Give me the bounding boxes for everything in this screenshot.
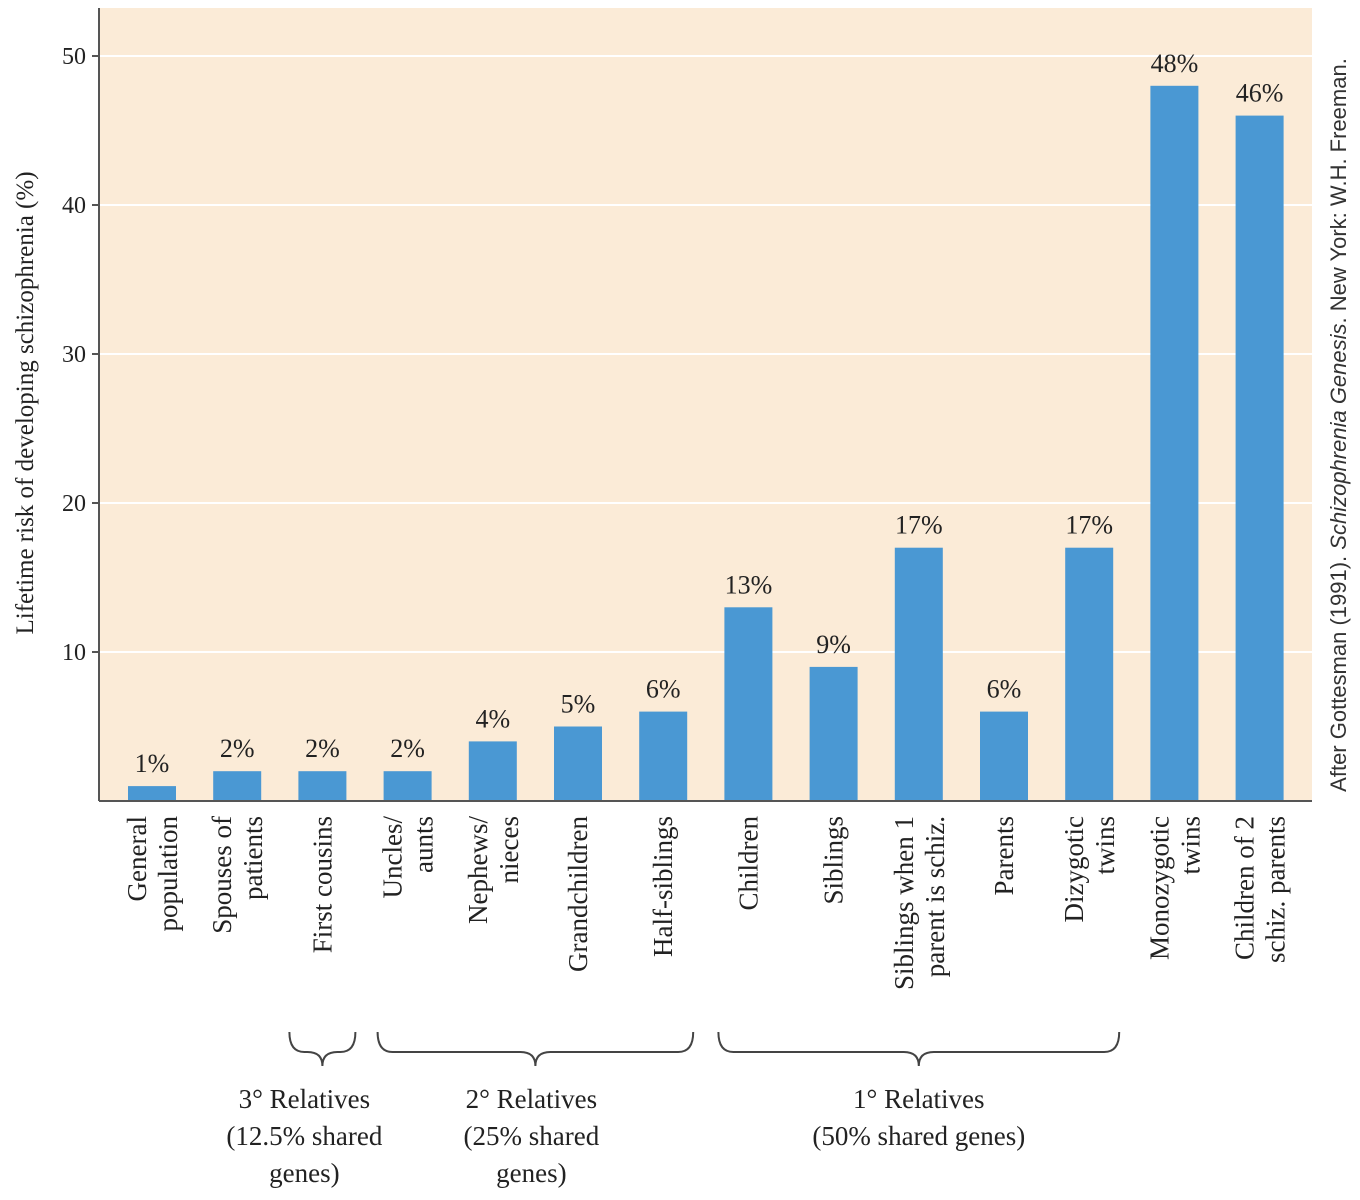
category-labels: Generalpopulation Spouses ofpatients First… [122,816,1291,991]
bar-value-label: 17% [1065,511,1113,540]
category-label: Monozygotictwins [1144,816,1205,960]
bar [554,726,602,801]
category-label-line: General [122,816,152,901]
bar-value-label: 6% [646,675,681,704]
bar [468,741,517,801]
group-label: 1° Relatives (50% shared genes) [812,1084,1025,1151]
category-label-line: schiz. parents [1261,816,1291,963]
bar-value-label: 46% [1236,79,1284,108]
y-tick-label: 30 [62,342,86,368]
bars [128,85,1284,802]
y-axis-title: Lifetime risk of developing schizophreni… [12,171,39,634]
category-label-line: Children [733,816,763,911]
category-label-line: Dizygotic [1059,816,1089,922]
bar [383,771,432,801]
group-brace [717,1031,1121,1067]
group-label: 2° Relatives (25% shared genes) [464,1084,600,1188]
category-label-line: First cousins [307,816,337,953]
bar [1150,85,1199,802]
group-label-line: 3° Relatives [239,1084,371,1114]
group-label-line: genes) [269,1158,339,1188]
bar-value-label: 2% [305,734,340,763]
bar [809,666,858,801]
group-label: 3° Relatives (12.5% shared genes) [226,1084,382,1188]
bar-value-label: 6% [987,675,1022,704]
bar-value-label: 48% [1151,49,1199,78]
y-tick-label: 20 [62,491,86,517]
source-suffix: . New York: W.H. Freeman. [1326,58,1351,323]
axes [92,8,1312,802]
category-label: Uncles/aunts [378,816,439,899]
bar [1235,115,1284,802]
category-label-line: twins [1175,816,1205,875]
category-label-line: parent is schiz. [920,816,950,977]
category-label: Siblings when 1parent is schiz. [889,816,950,990]
bar [980,711,1028,801]
bar-value-label: 13% [725,570,773,599]
category-label: Grandchildren [563,816,593,972]
bar [724,607,773,801]
category-label: Children of 2schiz. parents [1230,816,1291,963]
bar [213,771,262,801]
category-label-line: nieces [494,816,524,883]
source-citation: After Gottesman (1991). Schizophrenia Ge… [1326,58,1351,792]
relative-groups: 3° Relatives (12.5% shared genes)2° Relati… [226,1031,1121,1188]
category-label: Spouses ofpatients [207,816,268,934]
group-label-line: (25% shared [464,1121,600,1151]
bar [128,786,176,801]
group-label-line: (12.5% shared [226,1121,382,1151]
bar-value-label: 5% [561,690,596,719]
category-label-line: twins [1090,816,1120,875]
y-tick-label: 40 [62,193,86,219]
category-label: Dizygotictwins [1059,816,1120,922]
category-label: Siblings [819,816,849,905]
category-label-line: Children of 2 [1230,816,1260,960]
category-label: First cousins [307,816,337,953]
category-label-line: Uncles/ [378,816,408,899]
plot-background [99,8,1312,801]
y-tick-label: 50 [62,44,86,70]
group-label-line: (50% shared genes) [812,1121,1025,1151]
category-label: Generalpopulation [122,816,183,932]
category-label-line: Spouses of [207,816,237,934]
category-label-line: Nephews/ [463,816,493,924]
category-label-line: population [153,816,183,932]
source-prefix: After Gottesman (1991). [1326,550,1351,792]
bar [298,771,347,801]
category-label-line: Grandchildren [563,816,593,972]
category-label-line: Monozygotic [1144,816,1174,960]
source-title: Schizophrenia Genesis [1326,323,1351,549]
group-brace [288,1031,357,1067]
group-brace [376,1031,695,1067]
category-label-line: aunts [409,816,439,873]
bar-value-label: 9% [816,630,851,659]
bar [639,711,688,801]
bar-value-label: 2% [220,734,255,763]
category-label: Parents [989,816,1019,895]
bar-value-label: 1% [135,749,170,778]
bar [894,547,943,801]
category-label-line: patients [238,816,268,900]
category-label: Children [733,816,763,911]
category-label-line: Half-siblings [648,816,678,957]
category-label-line: Siblings [819,816,849,905]
bar-value-label: 2% [390,734,425,763]
group-label-line: 1° Relatives [853,1084,985,1114]
bar [1065,547,1114,801]
category-label: Half-siblings [648,816,678,957]
bar-value-label: 17% [895,511,943,540]
value-labels: 1% 2% 2% 2% 4% 5% 6% 13% 9% 17% 6% 17% 48% 46% [135,49,1284,778]
category-label-line: Siblings when 1 [889,816,919,990]
bar-value-label: 4% [475,704,510,733]
group-label-line: genes) [496,1158,566,1188]
category-label-line: Parents [989,816,1019,895]
group-label-line: 2° Relatives [466,1084,598,1114]
category-label: Nephews/nieces [463,816,524,924]
y-tick-label: 10 [62,640,86,666]
y-tick-labels: 10 20 30 40 50 [62,44,86,666]
